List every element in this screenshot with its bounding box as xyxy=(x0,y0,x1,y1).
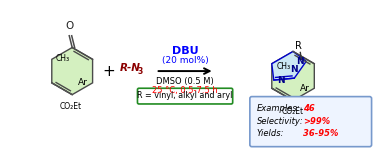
Text: N: N xyxy=(290,65,298,74)
Text: 3: 3 xyxy=(138,67,143,76)
Polygon shape xyxy=(272,51,306,80)
Text: Examples:: Examples: xyxy=(257,104,301,113)
Text: 25 °C, 0.5-7.5 h: 25 °C, 0.5-7.5 h xyxy=(152,86,218,95)
Text: CH₃: CH₃ xyxy=(56,54,70,63)
Polygon shape xyxy=(272,51,314,101)
Text: DBU: DBU xyxy=(172,47,198,56)
FancyArrowPatch shape xyxy=(158,68,209,74)
Text: N: N xyxy=(296,57,303,66)
FancyBboxPatch shape xyxy=(250,97,372,147)
Text: Ar: Ar xyxy=(78,78,88,87)
Polygon shape xyxy=(52,48,93,95)
Text: Selectivity:: Selectivity: xyxy=(257,117,304,126)
Text: >99%: >99% xyxy=(303,117,330,126)
Text: 36-95%: 36-95% xyxy=(303,129,338,138)
Text: O: O xyxy=(65,21,73,31)
FancyBboxPatch shape xyxy=(138,88,233,104)
Text: R-N: R-N xyxy=(119,63,140,73)
Text: CO₂Et: CO₂Et xyxy=(282,107,304,116)
Text: Ar: Ar xyxy=(299,84,310,93)
Text: Yields:: Yields: xyxy=(257,129,284,138)
Text: 46: 46 xyxy=(303,104,314,113)
Text: +: + xyxy=(102,64,115,79)
Text: CH₃: CH₃ xyxy=(277,62,291,71)
Text: (20 mol%): (20 mol%) xyxy=(162,56,208,65)
Text: R: R xyxy=(295,42,302,51)
Text: CO₂Et: CO₂Et xyxy=(59,101,81,111)
Text: DMSO (0.5 M): DMSO (0.5 M) xyxy=(156,77,214,86)
Text: N: N xyxy=(277,76,284,85)
Text: R = vinyl, alkyl and aryl: R = vinyl, alkyl and aryl xyxy=(137,91,233,100)
